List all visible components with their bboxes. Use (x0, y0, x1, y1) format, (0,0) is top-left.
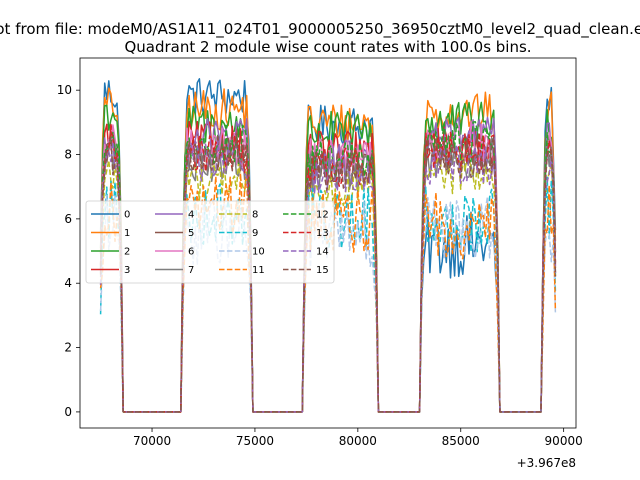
series-line-8 (99, 155, 557, 413)
legend-label-12: 12 (316, 210, 329, 221)
x-tick-label: 80000 (339, 434, 377, 448)
legend-label-9: 9 (252, 228, 258, 239)
axes-frame (79, 57, 577, 429)
x-offset-label: +3.967e8 (517, 456, 576, 470)
legend-box (85, 200, 335, 284)
y-tick-label: 6 (64, 212, 72, 226)
series-line-12 (99, 120, 557, 413)
x-tick-label: 70000 (133, 434, 171, 448)
legend-label-14: 14 (316, 247, 329, 258)
legend-label-10: 10 (252, 247, 265, 258)
legend-label-15: 15 (316, 265, 329, 276)
legend-label-11: 11 (252, 265, 265, 276)
x-tick-label: 90000 (545, 434, 583, 448)
legend-label-0: 0 (124, 210, 130, 221)
series-line-15 (99, 136, 557, 413)
legend-label-8: 8 (252, 210, 258, 221)
figure-suptitle: Plot from file: modeM0/AS1A11_024T01_900… (0, 20, 640, 39)
x-tick-label: 85000 (442, 434, 480, 448)
legend-label-1: 1 (124, 228, 130, 239)
y-tick-label: 2 (64, 341, 72, 355)
chart-title: Quadrant 2 module wise count rates with … (124, 38, 531, 56)
x-tick-label: 75000 (236, 434, 274, 448)
legend-label-3: 3 (124, 265, 130, 276)
legend-label-7: 7 (188, 265, 194, 276)
legend-label-6: 6 (188, 247, 194, 258)
y-tick-label: 8 (64, 148, 72, 162)
legend-label-2: 2 (124, 247, 130, 258)
legend-label-4: 4 (188, 210, 194, 221)
legend-label-5: 5 (188, 228, 194, 239)
y-tick-label: 10 (57, 83, 72, 97)
y-tick-label: 0 (64, 405, 72, 419)
legend-label-13: 13 (316, 228, 329, 239)
y-tick-label: 4 (64, 276, 72, 290)
